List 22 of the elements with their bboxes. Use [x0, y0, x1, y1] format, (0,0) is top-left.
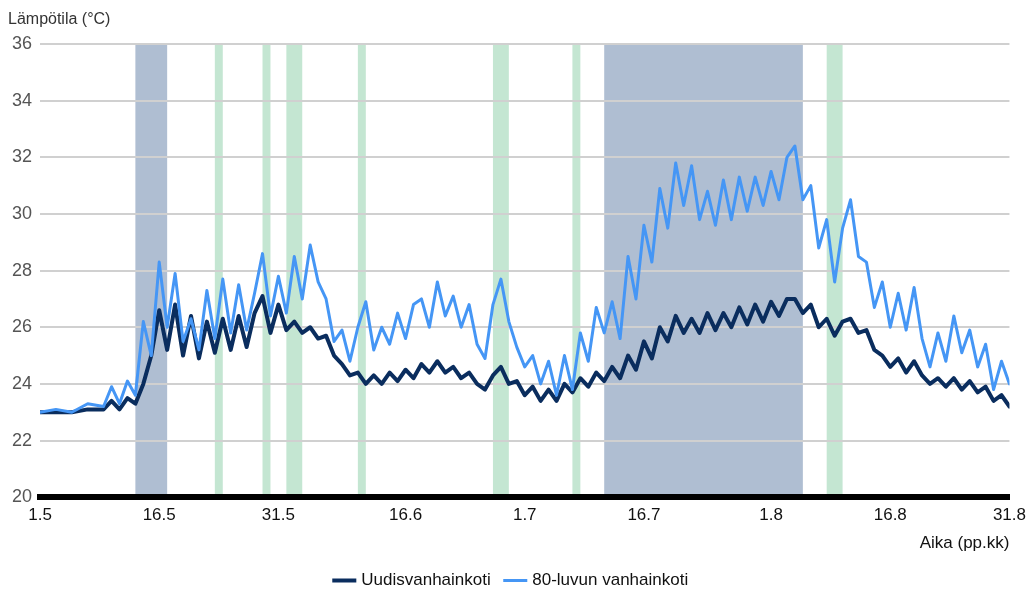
x-tick-label: 16.8	[873, 505, 907, 525]
y-tick-label: 34	[11, 89, 33, 110]
y-tick-label: 20	[11, 486, 33, 507]
y-tick-label: 28	[11, 259, 33, 280]
y-tick-label: 24	[11, 372, 33, 393]
y-tick-label: 26	[11, 316, 33, 337]
y-tick-label: 30	[11, 202, 33, 223]
legend-label: Uudisvanhainkoti	[361, 570, 491, 590]
legend-label: 80-luvun vanhainkoti	[532, 570, 689, 590]
x-tick-label: 31.8	[992, 505, 1026, 525]
y-axis-title: Lämpötila (°C)	[8, 10, 111, 28]
x-tick-label: 1.5	[28, 505, 52, 525]
y-tick-label: 32	[11, 146, 33, 167]
x-tick-label: 16.6	[389, 505, 423, 525]
x-tick-label: 31.5	[261, 505, 295, 525]
x-tick-label: 1.7	[512, 505, 537, 525]
x-tick-label: 16.7	[627, 505, 661, 525]
y-tick-label: 22	[11, 429, 33, 450]
y-tick-label: 36	[11, 32, 33, 53]
x-tick-label: 1.8	[759, 505, 783, 525]
x-axis-title: Aika (pp.kk)	[919, 533, 1010, 553]
x-tick-label: 16.5	[142, 505, 176, 525]
